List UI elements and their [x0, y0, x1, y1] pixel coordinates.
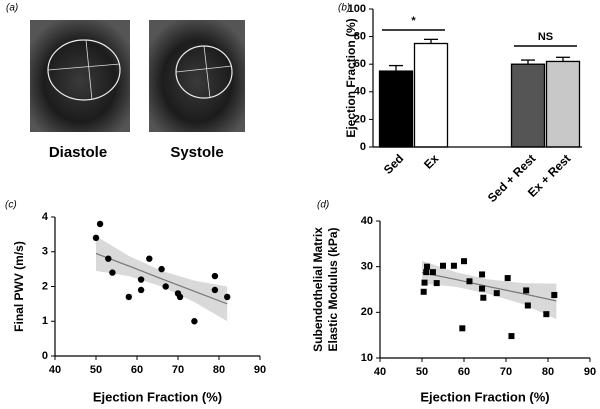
annotation: NS [538, 31, 553, 43]
point [440, 262, 446, 269]
panel-label: (b) [338, 3, 350, 14]
y-tick-label: 10 [361, 352, 373, 364]
x-tick-label: 60 [131, 364, 143, 376]
y-tick-label: 100 [348, 3, 366, 15]
y-tick-label: 2 [42, 280, 48, 292]
y-tick-label: 30 [361, 261, 373, 273]
x-tick-label: 70 [500, 366, 512, 378]
fit-line [95, 252, 228, 305]
point [523, 287, 530, 294]
point [421, 279, 428, 286]
y-tick-label: 40 [361, 215, 373, 227]
y-axis-label: Elastic Modulus (kPa) [326, 227, 340, 351]
point [162, 283, 169, 290]
panel-label: (d) [317, 200, 329, 211]
y-tick-label: 3 [42, 246, 48, 258]
x-axis-label: Ejection Fraction (%) [420, 389, 549, 404]
point [433, 280, 440, 287]
point [146, 255, 153, 262]
bar [510, 63, 546, 148]
ultrasound-systole [149, 20, 245, 132]
point [125, 293, 132, 301]
bar [413, 42, 449, 148]
point [493, 290, 500, 297]
point [211, 272, 219, 280]
annotation: * [411, 15, 416, 27]
confidence-band [422, 260, 557, 320]
x-tick-label: Sed [381, 151, 406, 176]
bar [545, 60, 581, 148]
x-tick-label: 90 [254, 364, 266, 376]
y-tick-label: 60 [354, 58, 366, 70]
x-tick-label: 50 [90, 364, 102, 376]
x-tick-label: 60 [458, 366, 470, 378]
point [191, 318, 198, 325]
point [461, 258, 467, 265]
y-tick-label: 1 [42, 315, 48, 327]
x-tick-label: 80 [542, 366, 554, 378]
x-tick-label: 40 [374, 366, 386, 378]
point [459, 325, 466, 332]
point [504, 275, 511, 282]
fit-line [421, 272, 557, 302]
y-tick-label: 20 [361, 306, 373, 318]
point [224, 293, 231, 301]
x-axis-label: Ejection Fraction (%) [93, 389, 222, 404]
x-tick-label: 40 [49, 364, 61, 376]
y-axis-label: Subendothelial Matrix [311, 227, 325, 352]
x-tick-label: 80 [213, 364, 225, 376]
caption: Diastole [49, 144, 107, 161]
point [508, 333, 515, 340]
point [109, 269, 116, 276]
point [96, 220, 104, 228]
y-tick-label: 80 [354, 31, 366, 43]
point [137, 276, 145, 283]
x-tick-label: 70 [172, 364, 184, 376]
point [158, 265, 165, 273]
panel-label: (a) [6, 3, 18, 14]
point [466, 278, 473, 285]
y-tick-label: 40 [354, 86, 366, 98]
point [551, 291, 558, 298]
y-tick-label: 20 [354, 113, 366, 125]
panel-label: (c) [5, 200, 17, 211]
y-axis-label: Ejection Fraction (%) [344, 18, 358, 137]
point [450, 262, 457, 269]
point [479, 285, 486, 292]
point [424, 263, 431, 270]
point [480, 294, 487, 301]
x-tick-label: 50 [416, 366, 428, 378]
y-tick-label: 0 [42, 350, 48, 362]
bar [378, 70, 414, 148]
point [211, 286, 219, 294]
y-tick-label: 0 [360, 141, 366, 153]
point [423, 269, 430, 276]
y-axis-label: Final PWV (m/s) [12, 241, 26, 332]
point [479, 271, 486, 278]
y-tick-label: 4 [42, 211, 49, 223]
point [137, 286, 145, 294]
point [105, 255, 112, 262]
ultrasound-diastole [30, 20, 130, 132]
x-tick-label: Sed + Rest [485, 151, 539, 205]
point [420, 288, 427, 295]
point [176, 293, 184, 301]
point [543, 311, 550, 318]
point [92, 234, 100, 242]
caption: Systole [170, 144, 223, 161]
x-tick-label: 90 [584, 366, 596, 378]
x-tick-label: Ex [421, 151, 442, 172]
point [524, 302, 531, 309]
point [429, 269, 436, 276]
